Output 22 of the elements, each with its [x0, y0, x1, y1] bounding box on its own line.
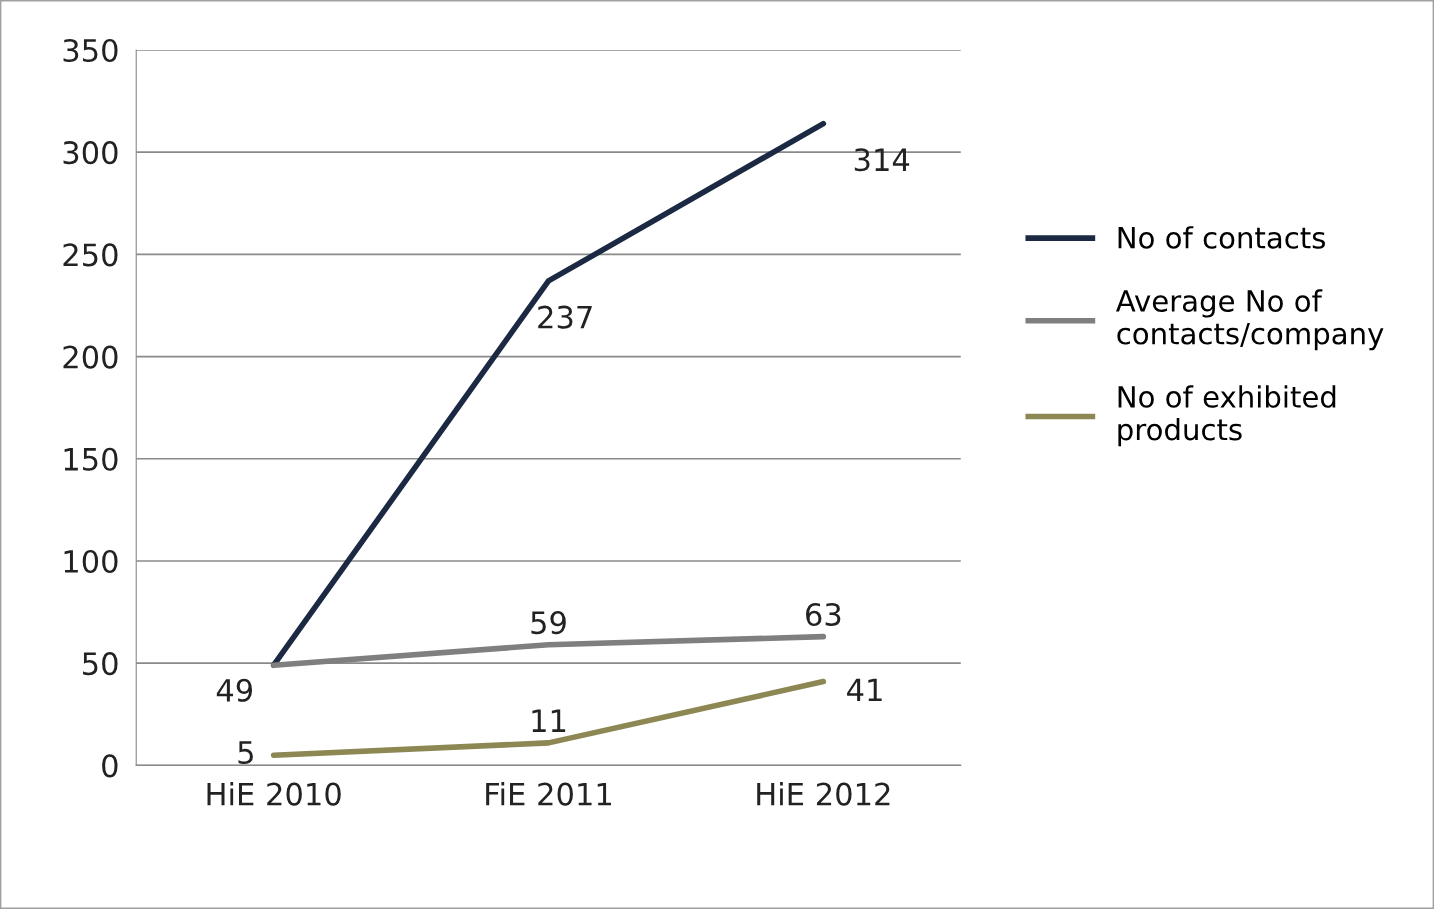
data-label: 11: [532, 709, 566, 732]
y-tick-label: 150: [64, 447, 118, 471]
data-label: 41: [847, 678, 882, 702]
legend-label: No of contacts: [1118, 226, 1325, 249]
y-tick-label: 200: [63, 345, 118, 369]
y-tick-label: 0: [102, 754, 118, 778]
y-tick-label: 250: [63, 243, 118, 267]
y-tick-label: 300: [63, 141, 118, 165]
legend-label: Average No of contacts/company: [1115, 289, 1384, 351]
y-tick-label: 350: [63, 38, 118, 63]
data-label: 237: [538, 305, 592, 329]
y-tick-label: 50: [83, 652, 118, 676]
x-tick-label: FiE 2011: [486, 782, 611, 806]
x-tick-label: HiE 2010: [207, 782, 341, 806]
data-label: 5: [238, 741, 253, 765]
data-label: 49: [216, 678, 253, 702]
legend-label: No of exhibited products: [1118, 385, 1336, 447]
data-label: 59: [531, 611, 566, 635]
data-label: 314: [854, 148, 910, 172]
data-label: 63: [806, 602, 841, 627]
x-tick-label: HiE 2012: [757, 782, 890, 806]
y-tick-label: 100: [64, 549, 118, 574]
